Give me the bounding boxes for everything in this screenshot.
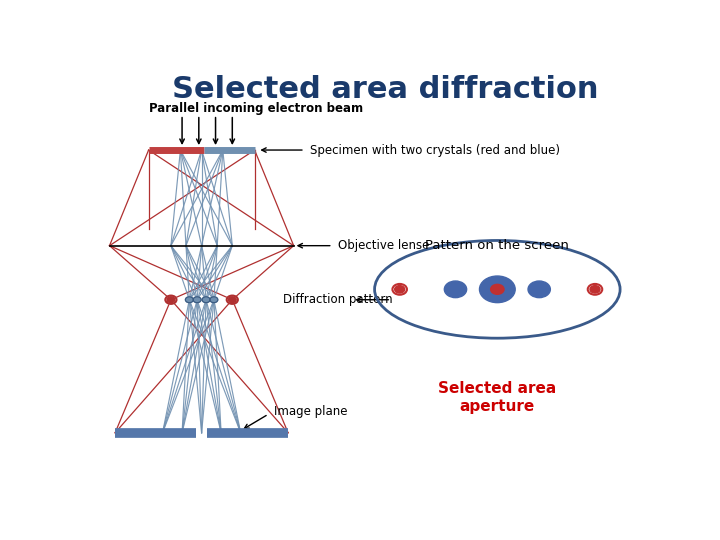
Text: Objective lense: Objective lense	[338, 239, 430, 252]
Text: Selected area
aperture: Selected area aperture	[438, 381, 557, 414]
Circle shape	[395, 286, 405, 293]
Circle shape	[480, 276, 516, 302]
Text: Parallel incoming electron beam: Parallel incoming electron beam	[148, 102, 363, 115]
Circle shape	[227, 295, 238, 304]
Text: Pattern on the screen: Pattern on the screen	[426, 239, 570, 252]
Circle shape	[490, 285, 504, 294]
Circle shape	[166, 295, 176, 304]
Text: Selected area diffraction: Selected area diffraction	[173, 75, 599, 104]
Circle shape	[590, 286, 600, 293]
Circle shape	[228, 297, 236, 302]
Text: Image plane: Image plane	[274, 406, 348, 419]
Text: Specimen with two crystals (red and blue): Specimen with two crystals (red and blue…	[310, 144, 560, 157]
Circle shape	[444, 281, 467, 298]
Circle shape	[210, 297, 217, 302]
Circle shape	[528, 281, 550, 298]
Text: Diffraction pattern: Diffraction pattern	[282, 293, 392, 306]
Circle shape	[186, 297, 193, 302]
Circle shape	[167, 297, 175, 302]
Circle shape	[193, 297, 201, 302]
Circle shape	[202, 297, 210, 302]
Circle shape	[588, 284, 602, 295]
Circle shape	[392, 284, 407, 295]
